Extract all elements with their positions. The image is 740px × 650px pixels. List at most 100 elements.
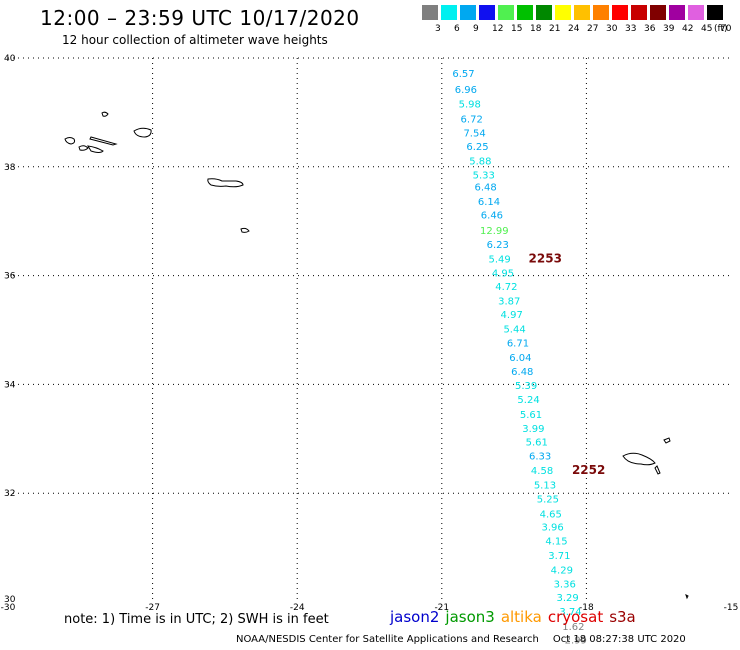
swh-value: 5.39 (515, 381, 537, 392)
scale-tick-label: 24 (568, 24, 580, 34)
lat-tick-label: 38 (4, 163, 16, 173)
island-desertas (654, 465, 661, 475)
swh-value: 4.58 (531, 466, 553, 477)
swh-value: 5.61 (526, 438, 548, 449)
footer-credit: NOAA/NESDIS Center for Satellite Applica… (236, 634, 539, 645)
scale-tick-label: 70 (720, 24, 732, 34)
island-madeira (622, 452, 656, 466)
scale-tick-label: 30 (606, 24, 618, 34)
scale-swatch (555, 5, 571, 20)
swh-value: 3.96 (542, 522, 564, 533)
swh-value: 6.48 (475, 182, 497, 193)
swh-value: 6.25 (466, 142, 488, 153)
island-porto-santo (663, 437, 671, 444)
swh-value: 6.23 (487, 240, 509, 251)
scale-tick-label: 27 (587, 24, 599, 34)
legend-item-jason3: jason3 (445, 608, 495, 626)
swh-value: 6.96 (455, 85, 477, 96)
lat-lon-grid (8, 57, 731, 602)
scale-tick-label: 39 (663, 24, 675, 34)
swh-value: 4.97 (501, 310, 523, 321)
lat-tick-label: 32 (4, 489, 15, 499)
lon-tick-label: -21 (434, 603, 449, 613)
scale-swatch (688, 5, 704, 20)
scale-tick-label: 45 (701, 24, 713, 34)
scale-tick-label: 18 (530, 24, 542, 34)
swh-value: 6.48 (511, 367, 533, 378)
island-faial (78, 145, 89, 151)
pass-number-label: 2252 (572, 463, 605, 477)
note-text: note: 1) Time is in UTC; 2) SWH is in fe… (64, 612, 329, 627)
legend-item-cryosat: cryosat (547, 608, 604, 626)
swh-value: 5.88 (469, 156, 491, 167)
pass-labels: 225322522251 (529, 252, 606, 477)
legend-item-s3a: s3a (609, 608, 636, 626)
map-subtitle: 12 hour collection of altimeter wave hei… (62, 33, 328, 47)
scale-tick-label: 12 (492, 24, 504, 34)
swh-value: 6.33 (529, 452, 551, 463)
scale-swatch (707, 5, 723, 20)
lon-tick-label: -18 (579, 603, 594, 613)
swh-value: 6.72 (461, 114, 483, 125)
island-corvo (101, 111, 109, 117)
swh-value: 4.29 (551, 565, 573, 576)
swh-value: 5.98 (459, 100, 481, 111)
island-sao-jorge (89, 136, 118, 146)
swh-value: 6.57 (452, 69, 474, 80)
swh-value: 5.13 (534, 480, 556, 491)
swh-value: 3.99 (522, 424, 544, 435)
footer: NOAA/NESDIS Center for Satellite Applica… (236, 634, 686, 645)
scale-tick-label: 33 (625, 24, 637, 34)
swh-value: 5.61 (520, 410, 542, 421)
swh-value: 5.24 (517, 395, 539, 406)
scale-tick-label: 6 (454, 24, 460, 34)
scale-swatch (669, 5, 685, 20)
scale-swatch (536, 5, 552, 20)
scale-swatch (517, 5, 533, 20)
island-santa-maria (240, 227, 250, 233)
swh-value: 3.29 (556, 593, 578, 604)
swh-value: 5.33 (473, 170, 495, 181)
swh-value: 1.62 (562, 622, 584, 633)
lat-tick-label: 40 (4, 54, 16, 64)
scale-tick-label: 36 (644, 24, 656, 34)
island-sao-miguel (207, 178, 244, 188)
scale-tick-label: 9 (473, 24, 479, 34)
scale-swatch (612, 5, 628, 20)
swh-value: 3.87 (498, 297, 520, 308)
scale-swatch (422, 5, 438, 20)
lon-tick-label: -24 (290, 603, 305, 613)
legend-item-altika: altika (500, 608, 542, 626)
swh-value: 5.49 (489, 255, 511, 266)
swh-value: 2.99 (565, 636, 587, 647)
swh-value: 6.71 (507, 339, 529, 350)
scale-tick-label: 15 (511, 24, 523, 34)
island-pico (87, 145, 104, 153)
swh-observations: 6.576.965.986.727.546.255.885.336.486.14… (452, 69, 589, 650)
lat-tick-label: 36 (4, 272, 16, 282)
scale-swatch (574, 5, 590, 20)
satellite-legend: jason2 jason3 altika cryosat s3a (390, 608, 642, 626)
swh-value: 4.72 (495, 282, 517, 293)
swh-value: 4.65 (540, 509, 562, 520)
scale-tick-label: 21 (549, 24, 561, 34)
swh-value: 3.74 (559, 607, 581, 618)
island-terceira (133, 127, 152, 138)
scale-tick-label: 3 (435, 24, 441, 34)
swh-value: 3.71 (548, 551, 570, 562)
swh-value: 7.54 (463, 129, 485, 140)
scale-swatch (593, 5, 609, 20)
swh-value: 4.15 (545, 537, 567, 548)
scale-unit-label: (ft) (714, 24, 728, 34)
scale-swatch (441, 5, 457, 20)
lon-tick-label: -30 (1, 603, 16, 613)
island-flores (64, 137, 76, 145)
swh-value: 5.44 (503, 324, 525, 335)
legend-item-jason2: jason2 (390, 608, 440, 626)
swh-value: 6.46 (481, 211, 503, 222)
swh-value: 12.99 (480, 226, 509, 237)
axis-labels: 30 32 34 36 38 40 -30 -27 -24 -21 -18 -15 (1, 54, 739, 613)
swh-value: 6.04 (509, 353, 531, 364)
lat-tick-label: 30 (4, 595, 16, 605)
